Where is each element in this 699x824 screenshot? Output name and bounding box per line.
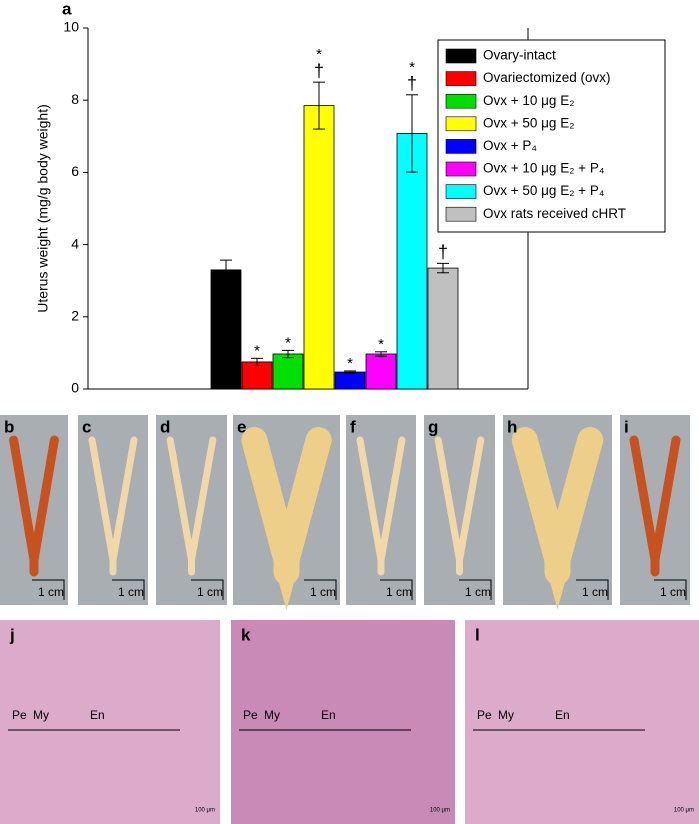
layer-label: Pe [12,708,27,722]
scale-bar [576,579,609,600]
scale-bar [380,579,413,600]
y-tick-label: 10 [63,19,79,35]
legend-label: Ovx + 10 μg E₂ + P₄ [483,161,604,176]
scale-label: 1 cm [118,585,144,599]
scale-label: 1 cm [660,585,686,599]
bar [241,361,273,390]
layer-label: En [321,708,336,722]
scale-label: 1 cm [465,585,491,599]
uterus-shape [356,436,406,576]
legend-swatch [445,48,477,64]
scale-label: 1 cm [386,585,412,599]
photo-background [424,415,495,605]
scale-label: 1 cm [310,585,336,599]
uterus-shape [434,436,485,576]
scale-label: 1 cm [197,585,223,599]
significance-marker: * [409,59,415,76]
uterus-shape [511,427,604,610]
scale-label: 100 μm [430,808,450,814]
legend-swatch [445,116,477,132]
uterus-shape [629,435,681,577]
y-tick-label: 0 [71,380,79,396]
panel-label: a [62,0,72,18]
significance-marker: † [438,242,448,262]
bar [210,269,242,390]
photo-label: i [624,417,629,436]
scale-bar [654,579,687,600]
bar [272,353,304,390]
legend-label: Ovx rats received cHRT [483,206,626,221]
uterus-shape [9,435,59,577]
bar [303,105,335,390]
layer-label: My [264,708,280,722]
significance-marker: * [254,342,260,359]
histology-label: j [9,625,15,644]
histology-image [0,620,220,824]
significance-marker: † [314,61,324,81]
legend-swatch [445,71,477,86]
layer-label: My [33,708,49,722]
histology-label: l [475,625,480,644]
histology-image [231,620,455,824]
scale-bar [32,579,65,600]
photo-background [78,415,148,605]
photo-background [156,415,227,605]
bar [334,371,366,390]
legend-swatch [445,161,477,177]
legend-label: Ovx + 10 μg E₂ [483,93,574,108]
legend-label: Ovx + 50 μg E₂ [483,115,574,130]
y-tick-label: 6 [71,163,79,179]
legend-label: Ovary-intact [483,48,556,63]
bar [396,133,428,390]
uterus-shape [88,436,138,576]
significance-marker: * [378,336,384,353]
photo-label: h [507,417,517,436]
y-tick-label: 4 [71,235,79,251]
photo-label: g [428,417,438,436]
legend-label: Ovx + P₄ [483,138,537,153]
photo-label: f [350,417,356,436]
layer-label: En [555,708,570,722]
significance-marker: * [285,334,291,351]
scale-label: 1 cm [582,585,608,599]
layer-label: Pe [477,708,492,722]
scale-bar [459,579,492,600]
histology-image [465,620,699,824]
photo-background [346,415,416,605]
significance-marker: † [407,74,417,94]
legend-swatch [445,206,477,222]
photo-label: d [160,417,170,436]
uterus-shape [241,427,332,611]
legend-box [437,39,666,233]
scale-bar [112,579,145,600]
legend-label: Ovariectomized (ovx) [483,70,611,85]
legend-label: Ovx + 50 μg E₂ + P₄ [483,183,604,198]
layer-label: Pe [243,708,258,722]
significance-marker: * [347,355,353,372]
scale-bar [191,579,224,600]
photo-label: e [237,417,246,436]
bar [427,267,459,390]
y-tick-label: 2 [71,308,79,324]
scale-bar [304,579,337,600]
significance-marker: * [316,46,322,63]
legend-swatch [445,93,477,109]
y-axis-label: Uterus weight (mg/g body weight) [35,104,51,313]
bar [365,353,397,390]
scale-label: 100 μm [195,808,215,814]
layer-label: En [90,708,105,722]
scale-label: 100 μm [674,808,694,814]
histology-label: k [241,625,251,644]
legend-swatch [445,184,477,199]
layer-label: My [498,708,514,722]
uterus-shape [166,436,217,576]
y-tick-label: 8 [71,91,79,107]
photo-label: c [82,417,91,436]
legend-swatch [445,139,477,154]
photo-label: b [4,417,14,436]
scale-label: 1 cm [38,585,64,599]
